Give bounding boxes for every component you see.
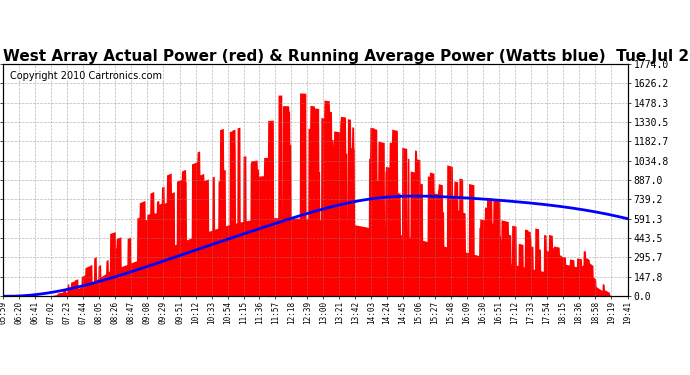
Text: West Array Actual Power (red) & Running Average Power (Watts blue)  Tue Jul 20 1: West Array Actual Power (red) & Running …	[3, 49, 690, 64]
Text: Copyright 2010 Cartronics.com: Copyright 2010 Cartronics.com	[10, 71, 161, 81]
